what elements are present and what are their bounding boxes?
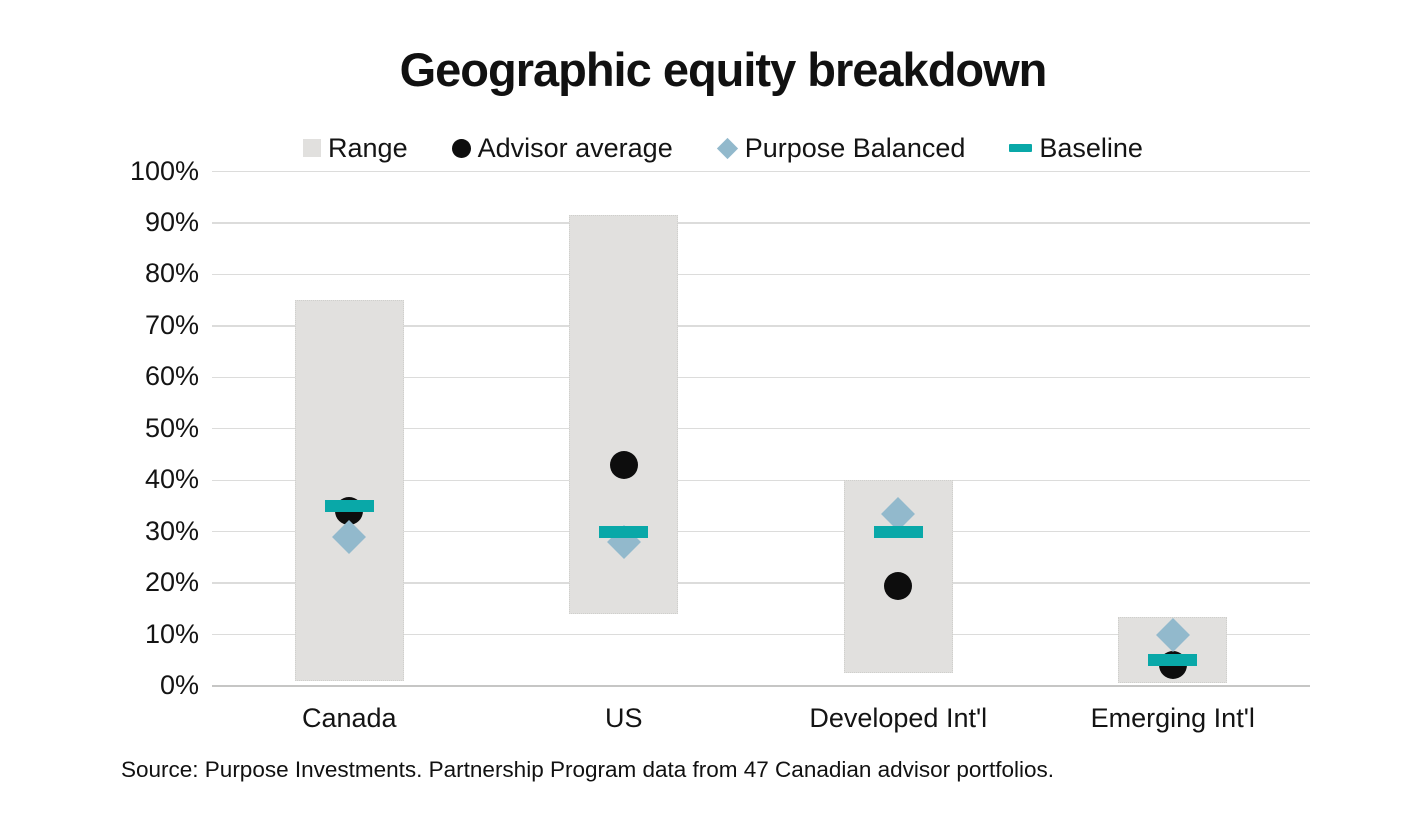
gridline: [212, 273, 1310, 276]
advisor-average-marker: [884, 571, 913, 600]
gridline: [212, 325, 1310, 327]
baseline-swatch-icon: [1009, 144, 1033, 152]
gridline: [212, 479, 1310, 481]
y-tick-label: 30%: [144, 515, 199, 546]
gridline: [212, 170, 1310, 173]
source-note: Source: Purpose Investments. Partnership…: [121, 757, 1054, 782]
gridline: [212, 376, 1310, 378]
chart-legend: Range Advisor average Purpose Balanced B…: [30, 130, 1414, 166]
gridline: [212, 633, 1310, 636]
range-bar: [294, 300, 404, 681]
y-tick-label: 80%: [144, 258, 199, 289]
gridline: [212, 582, 1310, 584]
y-tick-label: 90%: [144, 206, 199, 237]
y-tick-label: 20%: [144, 567, 199, 598]
legend-item-purpose-balanced: Purpose Balanced: [716, 132, 966, 164]
legend-label-range: Range: [328, 132, 408, 163]
y-tick-label: 70%: [144, 309, 199, 340]
legend-label-advisor-average: Advisor average: [477, 132, 673, 163]
legend-item-baseline: Baseline: [1009, 133, 1143, 164]
baseline-marker: [324, 499, 374, 512]
baseline-marker: [1148, 654, 1198, 667]
y-tick-label: 60%: [144, 361, 199, 392]
x-axis-label: Developed Int'l: [809, 703, 988, 733]
x-axis-label: Emerging Int'l: [1090, 703, 1255, 733]
gridline: [212, 428, 1310, 430]
advisor-average-swatch-icon: [451, 138, 471, 158]
range-swatch-icon: [303, 139, 322, 157]
y-tick-label: 100%: [129, 155, 199, 186]
baseline-marker: [599, 525, 649, 538]
y-tick-label: 0%: [159, 670, 199, 700]
x-axis-label: Canada: [301, 703, 397, 733]
x-axis-line: [212, 685, 1310, 687]
y-tick-label: 40%: [144, 464, 199, 495]
advisor-average-marker: [609, 450, 638, 479]
legend-item-advisor-average: Advisor average: [451, 132, 673, 164]
x-axis-label: US: [604, 703, 643, 733]
gridline: [212, 222, 1310, 224]
gridline: [212, 530, 1310, 533]
baseline-marker: [873, 525, 923, 538]
legend-label-purpose-balanced: Purpose Balanced: [744, 132, 966, 163]
y-tick-label: 50%: [144, 412, 199, 443]
legend-item-range: Range: [303, 133, 408, 164]
chart-title: Geographic equity breakdown: [399, 43, 1048, 96]
legend-label-baseline: Baseline: [1039, 132, 1143, 163]
y-tick-label: 10%: [144, 618, 199, 649]
